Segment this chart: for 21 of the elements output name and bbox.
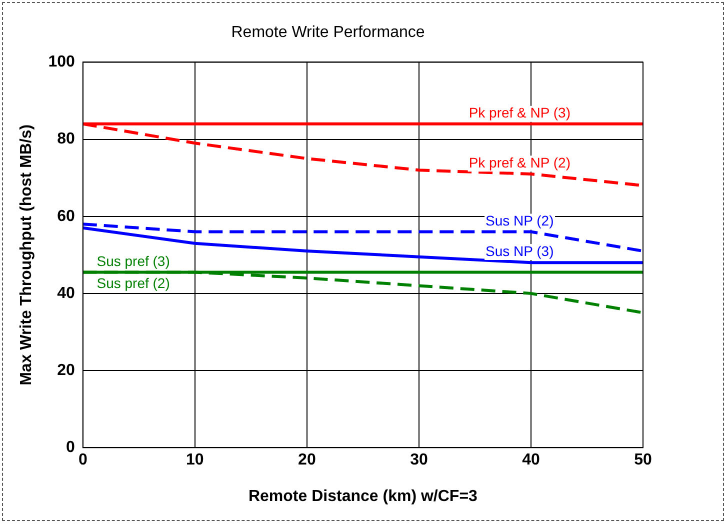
x-tick-label: 40 (522, 452, 540, 469)
series-label: Sus pref (2) (96, 275, 170, 292)
x-tick-label: 0 (78, 452, 88, 469)
series-label: Pk pref & NP (2) (468, 154, 570, 170)
series-label: Pk pref & NP (3) (468, 104, 570, 121)
x-axis-title: Remote Distance (km) w/CF=3 (248, 488, 478, 505)
series-label: Sus NP (2) (486, 212, 554, 229)
y-tick-label: 60 (57, 208, 75, 225)
y-axis-title: Max Write Throughput (host MB/s) (18, 124, 36, 386)
y-tick-label: 20 (57, 362, 75, 379)
x-tick-label: 20 (298, 452, 316, 469)
x-tick-label: 50 (634, 452, 652, 469)
series-label: Sus NP (3) (486, 242, 554, 259)
y-tick-label: 40 (57, 284, 75, 302)
chart-title: Remote Write Performance (231, 24, 425, 42)
x-tick-label: 10 (186, 452, 204, 469)
y-tick-label: 0 (66, 439, 75, 456)
y-tick-label: 80 (57, 130, 75, 148)
y-tick-label: 100 (48, 54, 75, 71)
x-tick-label: 30 (410, 452, 428, 469)
series-label: Sus pref (3) (96, 253, 170, 270)
